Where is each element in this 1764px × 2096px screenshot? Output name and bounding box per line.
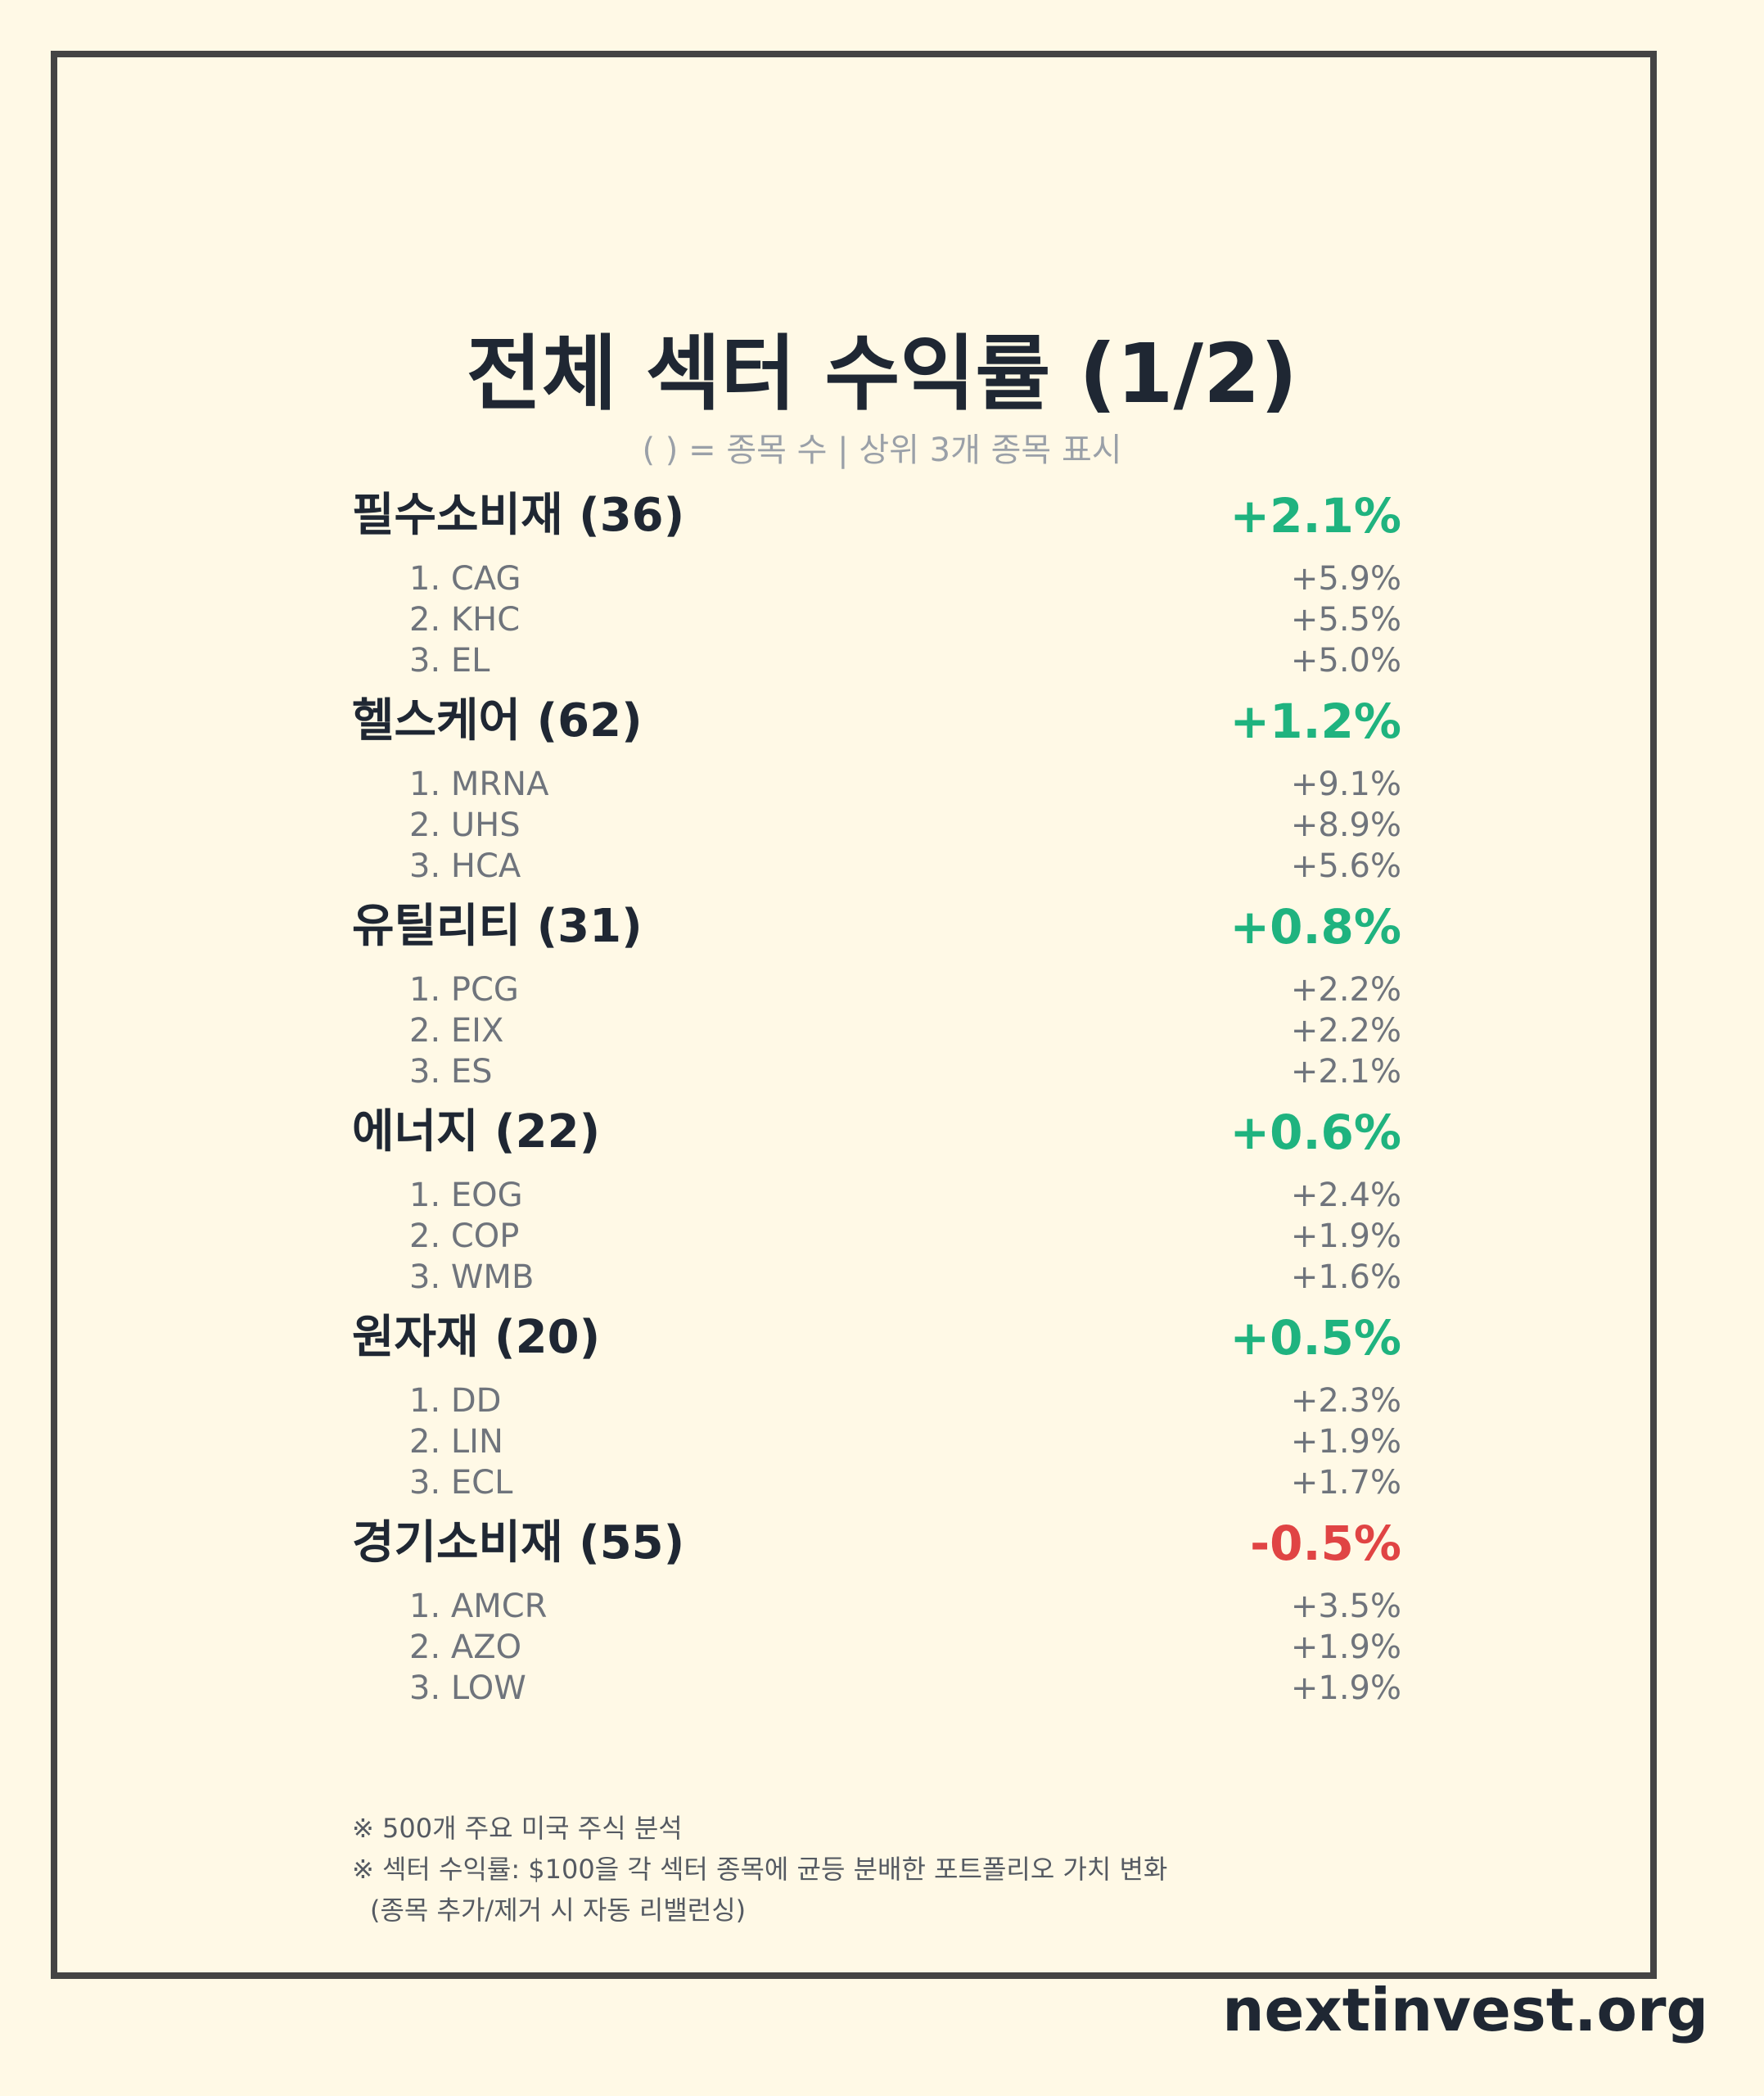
sector-return: +2.1% — [1229, 488, 1401, 544]
sector-name: 원자재 (20) — [352, 1311, 601, 1364]
stock-return: +1.6% — [1290, 1258, 1401, 1296]
sector-return: -0.5% — [1250, 1516, 1401, 1571]
stock-return: +9.1% — [1290, 766, 1401, 803]
stock-row: 2. EIX +2.2% — [409, 1010, 1401, 1051]
stock-name: 2. COP — [409, 1217, 520, 1255]
stock-return: +1.9% — [1290, 1423, 1401, 1461]
sector-return: +1.2% — [1229, 693, 1401, 749]
stock-return: +1.9% — [1290, 1217, 1401, 1255]
stock-name: 2. EIX — [409, 1012, 504, 1050]
footnote: ※ 섹터 수익률: $100을 각 섹터 종목에 균등 분배한 포트폴리오 가치… — [352, 1854, 1168, 1885]
stock-row: 2. AZO +1.9% — [409, 1627, 1401, 1668]
sector-block: 에너지 (22) +0.6% 1. EOG +2.4% 2. COP +1.9%… — [352, 1095, 1401, 1300]
sector-header: 유틸리티 (31) +0.8% — [352, 890, 1401, 964]
sector-return: +0.5% — [1229, 1310, 1401, 1366]
stock-name: 1. PCG — [409, 971, 519, 1009]
sector-header: 원자재 (20) +0.5% — [352, 1301, 1401, 1375]
stock-name: 1. AMCR — [409, 1588, 548, 1625]
stock-return: +2.1% — [1290, 1053, 1401, 1091]
sector-name: 필수소비재 (36) — [352, 489, 685, 542]
stock-row: 1. EOG +2.4% — [409, 1175, 1401, 1216]
stock-row: 3. WMB +1.6% — [409, 1257, 1401, 1298]
stock-row: 3. EL +5.0% — [409, 640, 1401, 681]
stock-row: 3. LOW +1.9% — [409, 1668, 1401, 1709]
stock-name: 1. EOG — [409, 1177, 523, 1214]
stock-name: 3. HCA — [409, 847, 521, 885]
sector-header: 경기소비재 (55) -0.5% — [352, 1506, 1401, 1580]
sector-name: 유틸리티 (31) — [352, 900, 643, 953]
brand-link[interactable]: nextinvest.org — [1222, 1976, 1708, 2044]
stock-return: +1.9% — [1290, 1669, 1401, 1707]
stock-row: 2. LIN +1.9% — [409, 1421, 1401, 1462]
stock-return: +2.2% — [1290, 1012, 1401, 1050]
stock-return: +5.5% — [1290, 601, 1401, 639]
stock-row: 1. PCG +2.2% — [409, 969, 1401, 1010]
stock-return: +5.0% — [1290, 642, 1401, 680]
stock-row: 3. HCA +5.6% — [409, 846, 1401, 887]
stock-return: +5.6% — [1290, 847, 1401, 885]
stock-name: 3. LOW — [409, 1669, 526, 1707]
sector-name: 에너지 (22) — [352, 1105, 601, 1159]
stock-row: 1. AMCR +3.5% — [409, 1586, 1401, 1627]
stock-return: +3.5% — [1290, 1588, 1401, 1625]
sector-block: 경기소비재 (55) -0.5% 1. AMCR +3.5% 2. AZO +1… — [352, 1506, 1401, 1711]
stock-return: +2.2% — [1290, 971, 1401, 1009]
stock-name: 2. LIN — [409, 1423, 503, 1461]
stock-row: 2. COP +1.9% — [409, 1216, 1401, 1257]
stock-name: 3. WMB — [409, 1258, 535, 1296]
stock-name: 1. CAG — [409, 560, 521, 598]
sector-header: 에너지 (22) +0.6% — [352, 1095, 1401, 1169]
sector-name: 헬스케어 (62) — [352, 694, 643, 748]
stock-return: +5.9% — [1290, 560, 1401, 598]
stock-row: 2. KHC +5.5% — [409, 599, 1401, 640]
stock-row: 1. MRNA +9.1% — [409, 764, 1401, 805]
stock-name: 3. ES — [409, 1053, 493, 1091]
page-title: 전체 섹터 수익률 (1/2) — [466, 326, 1298, 422]
stock-name: 2. KHC — [409, 601, 521, 639]
sector-header: 필수소비재 (36) +2.1% — [352, 479, 1401, 553]
stock-row: 1. DD +2.3% — [409, 1380, 1401, 1421]
page-subtitle: ( ) = 종목 수 | 상위 3개 종목 표시 — [642, 431, 1122, 469]
stock-return: +2.4% — [1290, 1177, 1401, 1214]
sector-header: 헬스케어 (62) +1.2% — [352, 684, 1401, 758]
sector-block: 필수소비재 (36) +2.1% 1. CAG +5.9% 2. KHC +5.… — [352, 479, 1401, 684]
stock-return: +1.7% — [1290, 1464, 1401, 1502]
sector-block: 원자재 (20) +0.5% 1. DD +2.3% 2. LIN +1.9% … — [352, 1301, 1401, 1506]
stock-name: 2. AZO — [409, 1628, 522, 1666]
footnote: ※ 500개 주요 미국 주식 분석 — [352, 1813, 683, 1844]
stock-return: +1.9% — [1290, 1628, 1401, 1666]
sector-return: +0.8% — [1229, 899, 1401, 955]
stock-name: 1. MRNA — [409, 766, 549, 803]
sector-name: 경기소비재 (55) — [352, 1516, 685, 1570]
stock-row: 1. CAG +5.9% — [409, 558, 1401, 599]
sector-block: 유틸리티 (31) +0.8% 1. PCG +2.2% 2. EIX +2.2… — [352, 890, 1401, 1095]
stock-row: 3. ECL +1.7% — [409, 1462, 1401, 1503]
stock-return: +2.3% — [1290, 1382, 1401, 1420]
content-frame — [51, 51, 1657, 1979]
stock-return: +8.9% — [1290, 806, 1401, 844]
sector-block: 헬스케어 (62) +1.2% 1. MRNA +9.1% 2. UHS +8.… — [352, 684, 1401, 889]
stock-name: 2. UHS — [409, 806, 521, 844]
stock-row: 2. UHS +8.9% — [409, 805, 1401, 846]
stock-row: 3. ES +2.1% — [409, 1051, 1401, 1092]
sector-return: +0.6% — [1229, 1104, 1401, 1160]
stock-name: 1. DD — [409, 1382, 502, 1420]
stock-name: 3. ECL — [409, 1464, 513, 1502]
footnote: (종목 추가/제거 시 자동 리밸런싱) — [370, 1895, 747, 1926]
stock-name: 3. EL — [409, 642, 490, 680]
